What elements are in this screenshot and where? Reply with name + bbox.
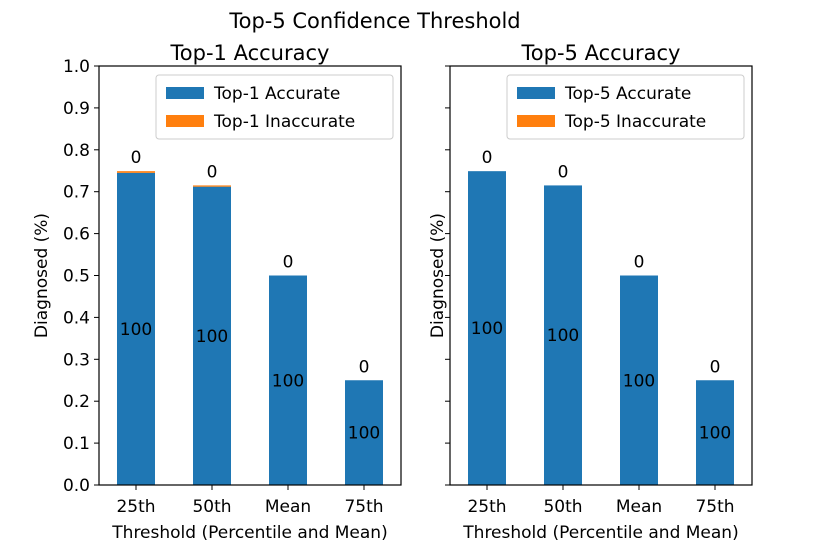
y-tick-label-0.1: 0.1	[63, 434, 90, 454]
panel-1-legend	[155, 74, 394, 140]
y-tick-label-0.6: 0.6	[63, 225, 90, 245]
panel-2-xlabel: Threshold (Percentile and Mean)	[462, 523, 738, 543]
legend-label-accurate: Top-1 Accurate	[213, 84, 340, 104]
y-tick-label-0.7: 0.7	[63, 183, 90, 203]
panel-1-xlabel: Threshold (Percentile and Mean)	[111, 523, 387, 543]
legend-label-inaccurate: Top-5 Inaccurate	[564, 112, 706, 132]
y-tick-label-0.8: 0.8	[63, 141, 90, 161]
y-tick-label-0.0: 0.0	[63, 476, 90, 496]
panel-1-title: Top-1 Accuracy	[170, 41, 330, 65]
bar-accurate-25th	[468, 171, 506, 485]
bar-accurate-mean	[269, 275, 307, 485]
y-tick-label-0.2: 0.2	[63, 392, 90, 412]
bar-label-inaccurate-50th: 0	[207, 162, 218, 182]
panel-2-legend	[506, 74, 745, 140]
x-tick-label-75th: 75th	[695, 497, 734, 517]
bar-inaccurate-25th	[117, 171, 155, 173]
bar-accurate-25th	[117, 172, 155, 485]
bar-label-accurate-mean: 100	[623, 371, 655, 391]
bar-inaccurate-50th	[193, 185, 231, 187]
bar-accurate-mean	[620, 275, 658, 485]
panel-2-ylabel: Diagnosed (%)	[428, 213, 448, 338]
bar-label-inaccurate-50th: 0	[558, 162, 569, 182]
y-tick-label-1.0: 1.0	[63, 57, 90, 77]
figure-suptitle: Top-5 Confidence Threshold	[228, 9, 520, 33]
x-tick-label-mean: Mean	[265, 497, 311, 517]
bar-accurate-50th	[193, 186, 231, 485]
x-tick-label-25th: 25th	[116, 497, 155, 517]
x-tick-label-50th: 50th	[192, 497, 231, 517]
panel-1-ylabel: Diagnosed (%)	[32, 213, 52, 338]
bar-label-inaccurate-25th: 0	[131, 148, 142, 168]
y-tick-label-0.9: 0.9	[63, 99, 90, 119]
legend-label-inaccurate: Top-1 Inaccurate	[213, 112, 355, 132]
bar-accurate-75th	[696, 380, 734, 485]
legend-swatch-inaccurate	[517, 115, 555, 127]
x-tick-label-50th: 50th	[543, 497, 582, 517]
bar-label-accurate-25th: 100	[471, 319, 503, 339]
panel-2-title: Top-5 Accuracy	[521, 41, 681, 65]
x-tick-label-mean: Mean	[616, 497, 662, 517]
x-tick-label-75th: 75th	[344, 497, 383, 517]
legend-swatch-accurate	[166, 87, 204, 99]
bar-label-inaccurate-25th: 0	[482, 148, 493, 168]
bar-label-accurate-75th: 100	[348, 424, 380, 444]
y-tick-label-0.4: 0.4	[63, 308, 90, 328]
bar-accurate-75th	[345, 380, 383, 485]
legend-swatch-inaccurate	[166, 115, 204, 127]
bar-label-inaccurate-mean: 0	[283, 253, 294, 273]
bar-label-accurate-50th: 100	[547, 326, 579, 346]
bar-label-accurate-25th: 100	[120, 320, 152, 340]
bar-label-accurate-50th: 100	[196, 327, 228, 347]
y-tick-label-0.3: 0.3	[63, 350, 90, 370]
x-tick-label-25th: 25th	[467, 497, 506, 517]
bar-label-accurate-mean: 100	[272, 371, 304, 391]
bar-accurate-50th	[544, 185, 582, 486]
bar-label-inaccurate-mean: 0	[634, 253, 645, 273]
bar-label-inaccurate-75th: 0	[359, 357, 370, 377]
legend-label-accurate: Top-5 Accurate	[564, 84, 691, 104]
legend-swatch-accurate	[517, 87, 555, 99]
bar-label-accurate-75th: 100	[699, 424, 731, 444]
y-tick-label-0.5: 0.5	[63, 267, 90, 287]
bar-label-inaccurate-75th: 0	[710, 357, 721, 377]
